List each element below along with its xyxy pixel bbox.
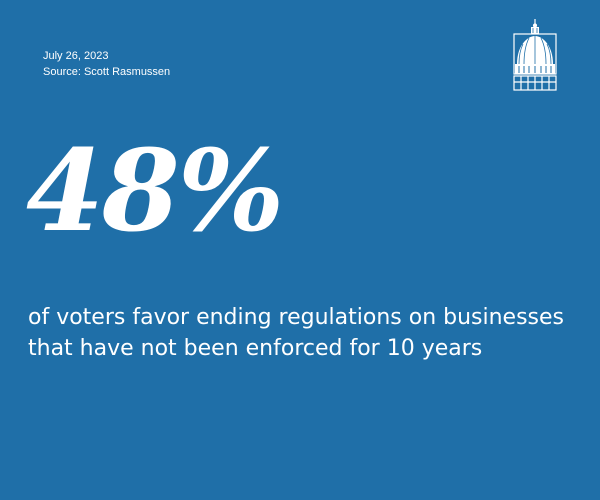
source-label: Source: Scott Rasmussen xyxy=(43,66,171,78)
stat-value: 48% xyxy=(26,126,284,257)
meta-info: July 26, 2023 Source: Scott Rasmussen xyxy=(43,48,170,80)
stat-description: of voters favor ending regulations on bu… xyxy=(28,305,565,361)
date-label: July 26, 2023 xyxy=(43,50,109,62)
capitol-dome-icon xyxy=(513,19,557,91)
